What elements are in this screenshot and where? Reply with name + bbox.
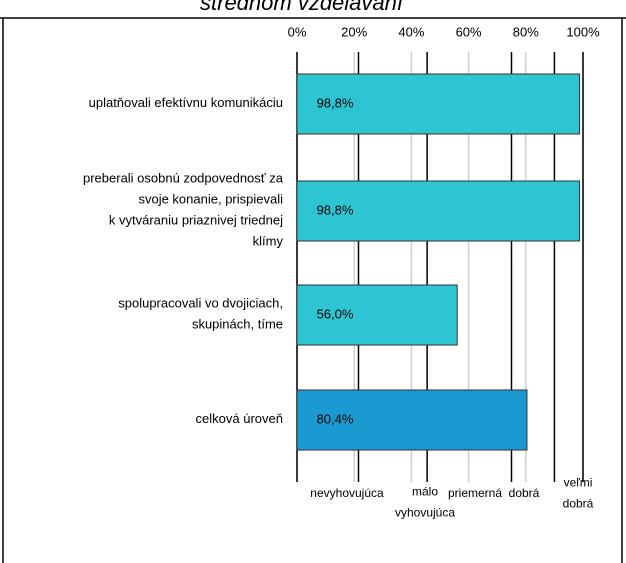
x-tick-label: 60% <box>456 24 482 39</box>
rating-label: veľmi dobrá <box>563 476 594 511</box>
category-label: spolupracovali vo dvojiciach, skupinách, … <box>118 296 283 332</box>
value-label: 98,8% <box>317 95 354 110</box>
bar <box>296 73 581 135</box>
chart-title: strednom vzdelávaní <box>200 0 405 15</box>
x-tick-label: 40% <box>398 24 424 39</box>
x-tick-label: 20% <box>341 24 367 39</box>
category-label: uplatňovali efektívnu komunikáciu <box>89 95 283 110</box>
x-tick-label: 100% <box>566 24 600 39</box>
x-tick-label: 0% <box>288 24 307 39</box>
bar <box>296 180 581 242</box>
rating-label: málo vyhovujúca <box>395 485 455 520</box>
value-label: 98,8% <box>317 202 354 217</box>
value-label: 80,4% <box>317 411 354 426</box>
rating-label: nevyhovujúca <box>310 486 384 500</box>
category-label: celková úroveň <box>196 411 283 426</box>
rating-label: priemerná <box>448 486 502 500</box>
bar <box>296 389 528 451</box>
value-label: 56,0% <box>317 306 354 321</box>
category-label: preberali osobnú zodpovednosť za svoje ko… <box>83 171 284 249</box>
rating-label: dobrá <box>509 486 540 500</box>
bar <box>296 284 458 346</box>
x-tick-label: 80% <box>513 24 539 39</box>
